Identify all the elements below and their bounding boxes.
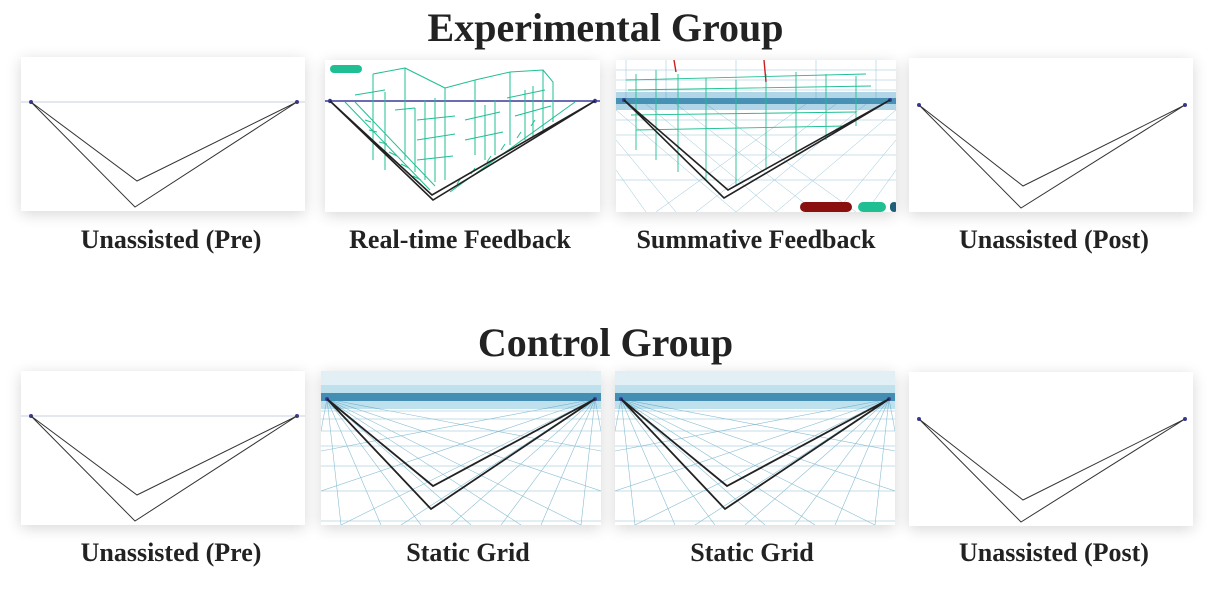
grid-sketch — [615, 371, 895, 525]
caption-control-pre: Unassisted (Pre) — [80, 538, 262, 567]
control-grid-panel-2 — [615, 371, 895, 525]
summative-green-badge — [858, 202, 886, 212]
pre-sketch — [21, 414, 305, 522]
realtime-sketch — [325, 65, 600, 202]
experimental-post-panel — [909, 58, 1193, 212]
box-edge-lines — [30, 101, 298, 208]
caption-experimental-post: Unassisted (Post) — [959, 225, 1149, 254]
control-pre-panel — [21, 371, 305, 525]
box-edge-lines — [918, 418, 1186, 523]
grid-sketch — [321, 371, 601, 525]
control-post-panel — [909, 372, 1193, 526]
post-sketch — [917, 417, 1187, 523]
caption-experimental-summative: Summative Feedback — [636, 225, 876, 254]
box-edge-lines — [30, 415, 298, 522]
experimental-summative-panel — [616, 60, 896, 212]
experimental-group-title: Experimental Group — [427, 5, 784, 50]
summative-sketch — [616, 60, 896, 212]
perspective-grid-lines — [321, 398, 601, 525]
experimental-realtime-panel — [325, 60, 600, 212]
caption-control-grid-1: Static Grid — [406, 538, 530, 567]
red-marker-lines — [673, 60, 767, 83]
control-group-title: Control Group — [477, 320, 734, 365]
feedback-building-lines — [344, 67, 576, 193]
caption-experimental-pre: Unassisted (Pre) — [80, 225, 262, 254]
box-edge-lines — [620, 398, 890, 511]
box-edge-lines — [329, 100, 596, 202]
pre-sketch — [21, 100, 305, 208]
caption-experimental-realtime: Real-time Feedback — [349, 225, 571, 254]
perspective-grid-lines — [615, 398, 895, 525]
summative-red-badge — [800, 202, 852, 212]
feedback-building-lines — [625, 70, 872, 186]
perspective-grid-lines — [616, 60, 896, 212]
caption-control-grid-2: Static Grid — [690, 538, 814, 567]
realtime-badge — [330, 65, 362, 73]
box-edge-lines — [918, 104, 1186, 209]
experimental-pre-panel — [21, 57, 305, 211]
caption-control-post: Unassisted (Post) — [959, 538, 1149, 567]
control-grid-panel-1 — [321, 371, 601, 525]
post-sketch — [917, 103, 1187, 209]
box-edge-lines — [623, 99, 891, 200]
box-edge-lines — [326, 398, 596, 511]
